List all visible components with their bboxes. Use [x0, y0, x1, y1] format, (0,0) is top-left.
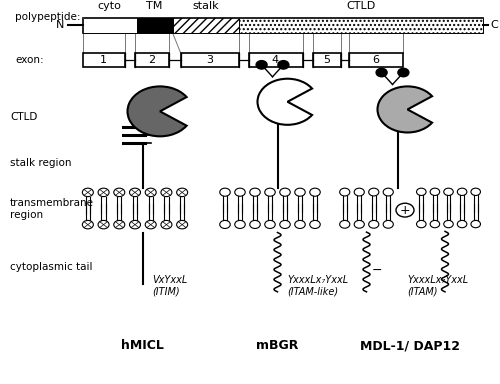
Circle shape [430, 220, 440, 228]
Circle shape [250, 188, 260, 196]
Circle shape [310, 188, 320, 196]
Circle shape [416, 188, 426, 195]
Bar [134, 53, 168, 67]
Circle shape [458, 220, 467, 228]
Circle shape [145, 220, 156, 229]
Circle shape [250, 220, 260, 228]
Wedge shape [258, 79, 312, 125]
Circle shape [376, 68, 387, 77]
Text: +: + [400, 204, 410, 217]
Text: 5: 5 [323, 55, 330, 65]
Text: YxxxLx₇YxxL
(ITAM-like): YxxxLx₇YxxL (ITAM-like) [288, 275, 348, 296]
Circle shape [176, 188, 188, 197]
Circle shape [340, 188, 350, 196]
Text: polypeptide:: polypeptide: [15, 12, 80, 22]
Circle shape [354, 188, 364, 196]
Text: TM: TM [146, 1, 162, 11]
Text: cytoplasmic tail: cytoplasmic tail [10, 262, 92, 272]
Text: transmembrane
region: transmembrane region [10, 199, 94, 220]
Text: MDL-1/ DAP12: MDL-1/ DAP12 [360, 339, 460, 352]
Text: mBGR: mBGR [256, 339, 298, 352]
Circle shape [220, 188, 230, 196]
Bar [312, 53, 340, 67]
Circle shape [161, 188, 172, 197]
Bar [348, 53, 403, 67]
Bar [180, 53, 238, 67]
Circle shape [176, 220, 188, 229]
Text: VxYxxL
(ITIM): VxYxxL (ITIM) [152, 275, 188, 296]
Circle shape [383, 220, 394, 228]
Circle shape [256, 61, 267, 69]
Circle shape [161, 220, 172, 229]
Text: −: − [372, 264, 382, 277]
Circle shape [235, 188, 245, 196]
Circle shape [130, 188, 140, 197]
Circle shape [114, 220, 125, 229]
Circle shape [340, 220, 350, 228]
Circle shape [280, 188, 290, 196]
Bar [248, 53, 302, 67]
Circle shape [265, 220, 275, 228]
Circle shape [398, 68, 409, 77]
Circle shape [114, 188, 125, 197]
Circle shape [416, 220, 426, 228]
Text: CTLD: CTLD [346, 1, 375, 11]
Text: exon:: exon: [15, 55, 44, 65]
Circle shape [310, 220, 320, 228]
Text: YxxxLx₇YxxL
(ITAM): YxxxLx₇YxxL (ITAM) [408, 275, 469, 296]
Bar [82, 53, 124, 67]
Bar [136, 18, 172, 33]
Text: stalk region: stalk region [10, 158, 72, 168]
Bar [82, 18, 136, 33]
Text: CTLD: CTLD [10, 112, 38, 122]
Circle shape [295, 188, 305, 196]
Text: hMICL: hMICL [121, 339, 164, 352]
Circle shape [444, 188, 454, 195]
Text: 2: 2 [148, 55, 155, 65]
Circle shape [383, 188, 394, 196]
Bar [82, 18, 482, 33]
Text: 1: 1 [100, 55, 107, 65]
Bar [172, 18, 238, 33]
Bar [136, 18, 172, 33]
Circle shape [280, 220, 290, 228]
Text: N: N [56, 20, 64, 30]
Circle shape [82, 220, 94, 229]
Circle shape [430, 188, 440, 195]
Circle shape [396, 203, 414, 217]
Bar [172, 18, 238, 33]
Circle shape [98, 220, 109, 229]
Circle shape [368, 188, 379, 196]
Bar [238, 18, 482, 33]
Circle shape [295, 220, 305, 228]
Circle shape [265, 188, 275, 196]
Text: 6: 6 [372, 55, 379, 65]
Text: stalk: stalk [192, 1, 219, 11]
Circle shape [458, 188, 467, 195]
Circle shape [368, 220, 379, 228]
Text: 3: 3 [206, 55, 213, 65]
Circle shape [471, 220, 480, 228]
Circle shape [130, 220, 140, 229]
Text: C: C [490, 20, 498, 30]
Bar [82, 18, 136, 33]
Wedge shape [128, 86, 186, 136]
Circle shape [235, 220, 245, 228]
Bar [238, 18, 482, 33]
Circle shape [145, 188, 156, 197]
Circle shape [444, 220, 454, 228]
Text: 4: 4 [272, 55, 279, 65]
Circle shape [278, 61, 289, 69]
Circle shape [354, 220, 364, 228]
Wedge shape [378, 86, 432, 132]
Circle shape [98, 188, 109, 197]
Circle shape [82, 188, 94, 197]
Circle shape [220, 220, 230, 228]
Circle shape [471, 188, 480, 195]
Text: cyto: cyto [98, 1, 122, 11]
